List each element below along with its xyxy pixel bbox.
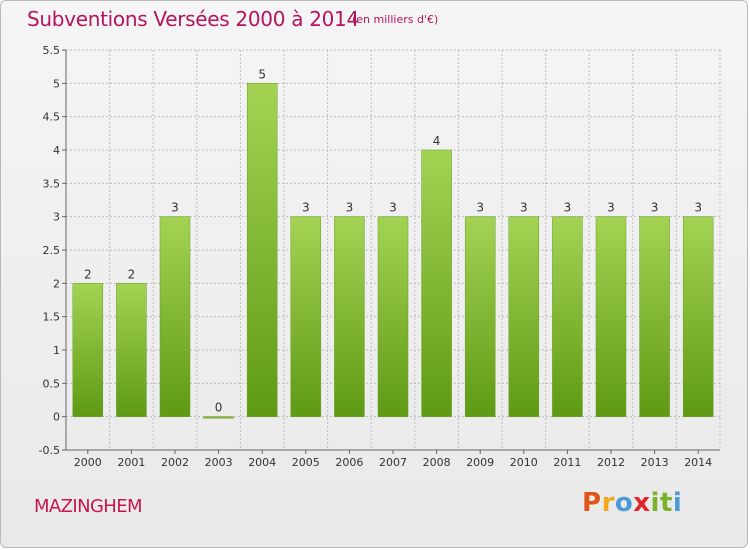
x-tick-label: 2000 [74, 456, 102, 469]
logo-letter: o [614, 488, 634, 518]
y-tick-label: 4 [53, 144, 60, 157]
bar-2010 [508, 216, 540, 417]
bar-2004 [246, 83, 278, 417]
logo-letter: t [659, 488, 673, 518]
data-label-2010: 3 [520, 201, 528, 215]
bar-2009 [464, 216, 496, 417]
x-tick-label: 2008 [423, 456, 451, 469]
x-tick-label: 2001 [117, 456, 145, 469]
commune-name: MAZINGHEM [34, 496, 143, 517]
data-label-2013: 3 [651, 201, 659, 215]
y-tick-label: 3.5 [43, 177, 61, 190]
proxiti-logo[interactable]: Proxiti [582, 488, 682, 518]
bar-2006 [334, 216, 365, 417]
bar-2012 [595, 216, 627, 417]
y-tick-label: 2.5 [43, 244, 61, 257]
logo-letter: i [672, 488, 683, 518]
x-axis-ticks: 2000 2001 2002 2003 2004 2005 2006 2007 2008 2009… [74, 450, 712, 469]
data-label-2004: 5 [258, 67, 266, 81]
data-label-2012: 3 [607, 201, 615, 215]
data-label-2007: 3 [389, 201, 397, 215]
data-label-2001: 2 [128, 267, 136, 281]
logo-letter: P [582, 488, 602, 518]
logo-letter: i [650, 488, 660, 518]
x-tick-label: 2005 [292, 456, 320, 469]
data-label-2002: 3 [171, 201, 179, 215]
bar-2013 [639, 216, 670, 417]
y-tick-label: -0.5 [39, 444, 60, 457]
bar-2014 [682, 216, 714, 417]
bar-2005 [290, 216, 322, 417]
y-axis-ticks: -0.5 0 0.5 1 1.5 2 2.5 3 3.5 4 4.5 5 5.5 [39, 44, 66, 457]
bar-2002 [159, 216, 191, 417]
chart-title: Subventions Versées 2000 à 2014 [27, 7, 359, 31]
data-labels: 2 2 3 0 5 3 3 3 4 3 3 3 3 3 3 [84, 67, 702, 414]
data-label-2014: 3 [694, 201, 702, 215]
bar-2001 [116, 283, 147, 417]
x-tick-label: 2009 [466, 456, 494, 469]
data-label-2000: 2 [84, 267, 92, 281]
bars [72, 83, 714, 419]
x-tick-label: 2002 [161, 456, 189, 469]
bar-2000 [72, 283, 104, 417]
bar-2003 [203, 416, 234, 419]
x-tick-label: 2012 [597, 456, 625, 469]
x-tick-label: 2003 [205, 456, 233, 469]
x-tick-label: 2011 [553, 456, 581, 469]
chart-unit-note: (en milliers d'€) [352, 13, 439, 26]
x-tick-label: 2010 [510, 456, 538, 469]
data-label-2009: 3 [476, 201, 484, 215]
data-label-2006: 3 [346, 201, 354, 215]
x-tick-label: 2007 [379, 456, 407, 469]
data-label-2011: 3 [564, 201, 572, 215]
logo-letter: r [601, 488, 615, 518]
data-label-2003: 0 [215, 401, 223, 415]
y-tick-label: 5 [53, 77, 60, 90]
bar-2011 [552, 216, 583, 417]
x-tick-label: 2004 [248, 456, 276, 469]
y-tick-label: 2 [53, 277, 60, 290]
y-tick-label: 1 [53, 344, 60, 357]
x-tick-label: 2013 [641, 456, 669, 469]
y-tick-label: 4.5 [43, 111, 61, 124]
data-label-2008: 4 [433, 134, 441, 148]
x-tick-label: 2014 [684, 456, 712, 469]
y-tick-label: 5.5 [43, 44, 61, 57]
y-tick-label: 0 [53, 411, 60, 424]
x-tick-label: 2006 [335, 456, 363, 469]
y-tick-label: 3 [53, 211, 60, 224]
bar-2008 [421, 149, 452, 417]
bar-2007 [377, 216, 409, 417]
data-label-2005: 3 [302, 201, 310, 215]
logo-letter: x [633, 488, 651, 518]
y-tick-label: 1.5 [43, 311, 61, 324]
y-tick-label: 0.5 [43, 377, 61, 390]
